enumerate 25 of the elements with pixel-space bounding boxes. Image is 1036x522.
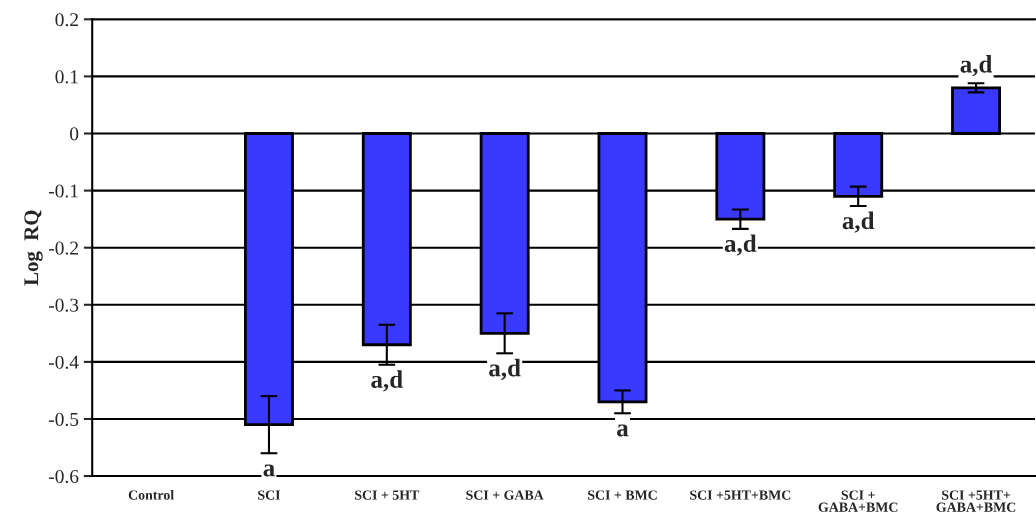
x-tick-label: SCI + GABA+BMC (818, 490, 898, 512)
annotation: a,d (724, 234, 757, 256)
x-tick-label: SCI + GABA (466, 490, 544, 500)
annotation: a,d (371, 370, 403, 392)
y-tick-label: -0.5 (48, 412, 79, 426)
y-tick-label: -0.2 (48, 241, 78, 255)
x-tick-label: SCI + BMC (588, 490, 657, 500)
y-tick-label: -0.3 (48, 298, 79, 312)
annotation: a,d (489, 358, 521, 381)
y-tick-label: 0.1 (55, 70, 78, 84)
annotation: a,d (842, 211, 875, 233)
x-tick-label: Control (128, 489, 174, 500)
y-tick-label: 0 (70, 127, 79, 141)
y-axis-title: Log RQ (24, 210, 43, 286)
y-tick-label: -0.1 (48, 184, 78, 198)
y-tick-label: -0.4 (48, 355, 79, 369)
x-tick-label: SCI +5HT+BMC (690, 490, 791, 500)
x-tick-label: SCI + 5HT (355, 490, 420, 500)
annotation: a,d (960, 55, 993, 77)
y-tick-label: -0.6 (48, 469, 79, 484)
x-tick-label: SCI +5HT+ GABA+BMC (936, 490, 1016, 512)
annotation: a (617, 424, 629, 437)
y-tick-label: 0.2 (55, 13, 78, 27)
x-tick-label: SCI (258, 490, 281, 500)
annotation: a (263, 464, 275, 477)
